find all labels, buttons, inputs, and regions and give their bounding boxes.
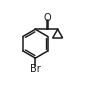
Text: O: O: [44, 13, 51, 23]
Text: Br: Br: [30, 64, 41, 74]
